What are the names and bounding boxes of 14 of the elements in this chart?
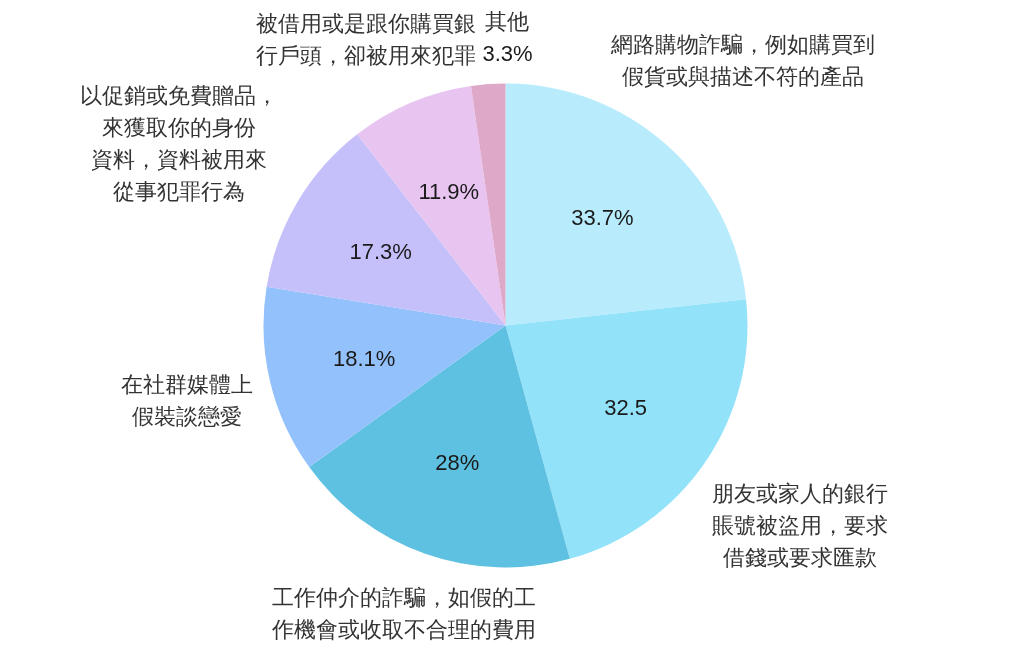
data-label: 3.3% [482,41,533,66]
slice-label: 工作仲介的詐騙，如假的工作機會或收取不合理的費用 [271,585,537,642]
slice-label: 以促銷或免費贈品，來獲取你的身份資料，資料被用來從事犯罪行為 [80,82,279,204]
slice-label: 其他 [485,9,530,34]
data-label: 17.3% [349,238,412,264]
slice-label: 被借用或是跟你購買銀行戶頭，卻被用來犯罪 [255,10,476,68]
data-label: 18.1% [333,346,396,372]
data-label: 32.5 [604,394,648,420]
data-label: 28% [435,449,480,475]
data-label: 11.9% [418,179,480,205]
slice-label: 在社群媒體上假裝談戀愛 [121,372,254,430]
slice-label: 網路購物詐騙，例如購買到假貨或與描述不符的產品 [610,31,876,89]
slice-label: 朋友或家人的銀行賬號被盜用，要求借錢或要求匯款 [711,480,888,570]
data-label: 33.7% [571,204,634,230]
